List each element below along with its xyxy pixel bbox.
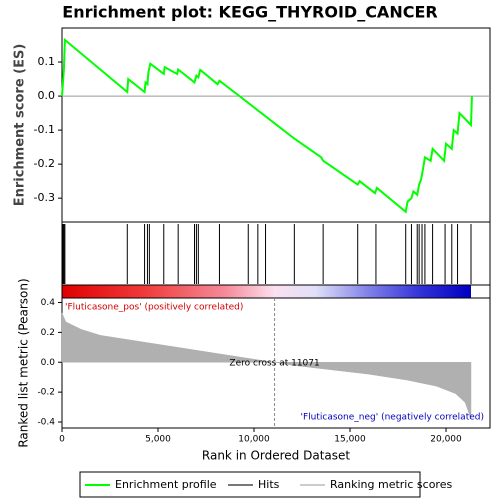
metric-y-tick-label: 0.2 [41,328,55,338]
metric-area [464,362,472,420]
y-tick-label: -0.1 [34,123,55,136]
annotation: 'Fluticasone_pos' (positively correlated… [65,303,243,313]
y-axis-label: Enrichment score (ES) [13,44,28,207]
y-tick-label: -0.3 [34,191,55,204]
legend-label: Enrichment profile [115,478,217,491]
metric-y-tick-label: 0.0 [41,358,56,368]
x-tick-label: 10,000 [238,435,270,445]
enrichment-line [61,37,473,214]
color-band [62,285,471,298]
y-tick-label: 0.0 [38,89,56,102]
y-tick-label: 0.1 [38,55,56,68]
frame [61,27,491,429]
x-tick-label: 5,000 [145,435,171,445]
metric-area [61,312,67,363]
metric-y-tick-label: -0.4 [37,418,55,428]
chart-title: Enrichment plot: KEGG_THYROID_CANCER [62,3,437,22]
metric-area [253,358,275,363]
metric-y-tick-label: 0.4 [41,298,56,308]
x-tick-label: 20,000 [430,435,462,445]
x-tick-label: 15,000 [334,435,366,445]
metric-axis-label: Ranked list metric (Pearson) [17,278,31,447]
x-axis-label: Rank in Ordered Dataset [202,449,350,463]
annotation: 'Fluticasone_neg' (negatively correlated… [301,413,484,423]
metric-area [80,329,101,363]
legend-label: Hits [258,478,280,491]
annotation: Zero cross at 11071 [229,359,319,369]
metric-y-tick-label: -0.2 [37,388,55,398]
x-tick-label: 0 [59,435,65,445]
y-tick-label: -0.2 [34,157,55,170]
legend-label: Ranking metric scores [330,478,452,491]
